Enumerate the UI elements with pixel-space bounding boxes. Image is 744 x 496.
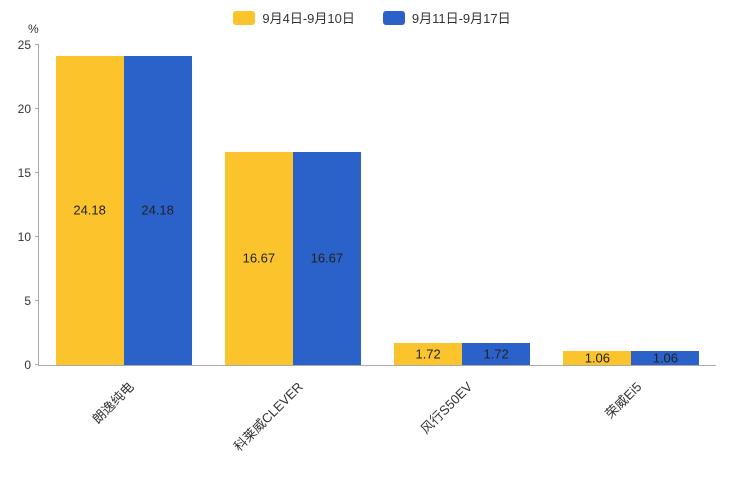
bar-value-label: 16.67 bbox=[310, 250, 344, 266]
y-tick-mark bbox=[35, 108, 39, 109]
bar-series1[interactable]: 16.67 bbox=[224, 151, 293, 365]
x-axis-category-label: 朗逸纯电 bbox=[88, 379, 137, 427]
bar-series2[interactable]: 1.06 bbox=[631, 350, 700, 366]
legend-item-week2[interactable]: 9月11日-9月17日 bbox=[382, 8, 511, 27]
y-tick-mark bbox=[35, 236, 39, 237]
y-tick-label: 5 bbox=[24, 294, 31, 308]
bar-series1[interactable]: 1.06 bbox=[563, 350, 632, 366]
bar-series2[interactable]: 1.72 bbox=[462, 342, 531, 365]
bar-value-label: 24.18 bbox=[141, 202, 174, 218]
bar-group: 16.67 16.67 科莱威CLEVER bbox=[208, 45, 377, 454]
y-tick-label: 25 bbox=[17, 38, 31, 52]
bar-value-label: 1.06 bbox=[584, 350, 611, 366]
legend: 9月4日-9月10日 9月11日-9月17日 bbox=[0, 8, 744, 27]
legend-label-week2: 9月11日-9月17日 bbox=[411, 11, 511, 26]
x-axis-category-label: 科莱威CLEVER bbox=[230, 379, 306, 455]
y-tick-mark bbox=[35, 44, 39, 45]
bar-value-label: 1.06 bbox=[652, 350, 679, 366]
x-axis-category-label: 风行S50EV bbox=[417, 379, 475, 437]
y-tick-mark bbox=[35, 364, 39, 365]
bar-value-label: 24.18 bbox=[73, 202, 106, 218]
x-axis-category-label: 荣威Ei5 bbox=[601, 379, 645, 422]
legend-swatch-week1-icon bbox=[233, 10, 256, 25]
bar-series2[interactable]: 24.18 bbox=[123, 55, 192, 365]
legend-label-week1: 9月4日-9月10日 bbox=[262, 11, 355, 26]
y-tick-label: 10 bbox=[17, 230, 31, 244]
plot-area: 0 5 10 15 20 25 24.18 24.18 朗逸纯电 16.67 16.67 科莱威CL… bbox=[18, 38, 716, 454]
y-axis-unit-label: % bbox=[28, 22, 39, 36]
y-tick-mark bbox=[35, 300, 39, 301]
bar-group: 1.72 1.72 风行S50EV bbox=[378, 45, 547, 437]
y-tick-mark bbox=[35, 172, 39, 173]
bar-value-label: 16.67 bbox=[242, 250, 276, 266]
bar-value-label: 1.72 bbox=[415, 346, 441, 362]
bar-group: 1.06 1.06 荣威Ei5 bbox=[547, 45, 716, 421]
bar-series2[interactable]: 16.67 bbox=[292, 151, 361, 365]
bar-series1[interactable]: 24.18 bbox=[55, 55, 124, 365]
y-tick-label: 20 bbox=[17, 102, 31, 116]
bars-container: 24.18 24.18 朗逸纯电 16.67 16.67 科莱威CLEVER 1.72 1.7… bbox=[39, 45, 716, 454]
legend-item-week1[interactable]: 9月4日-9月10日 bbox=[233, 8, 355, 27]
bar-group: 24.18 24.18 朗逸纯电 bbox=[39, 45, 208, 427]
y-tick-label: 0 bbox=[24, 358, 31, 372]
bar-series1[interactable]: 1.72 bbox=[394, 342, 463, 365]
y-tick-label: 15 bbox=[17, 166, 31, 180]
bar-value-label: 1.72 bbox=[483, 346, 509, 362]
legend-swatch-week2-icon bbox=[382, 10, 405, 25]
